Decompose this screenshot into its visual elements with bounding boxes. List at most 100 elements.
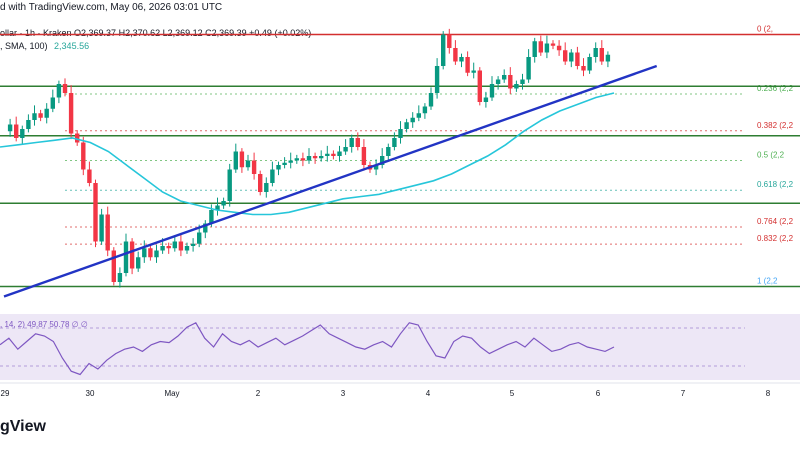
candle-body-59 (361, 147, 367, 165)
candle-body-63 (386, 147, 391, 156)
candle-body-4 (26, 120, 31, 129)
candle-body-89 (544, 43, 550, 53)
candle-body-75 (459, 57, 464, 62)
candle-body-78 (477, 70, 482, 102)
candle-body-34 (209, 210, 214, 224)
fib-level-label-4: 0.618 (2,2 (757, 180, 794, 189)
x-axis-tick-label-1: 30 (86, 389, 95, 398)
candle-body-64 (392, 138, 397, 147)
candle-body-90 (550, 43, 556, 46)
trendline (3, 64, 658, 298)
fib-level-label-5: 0.764 (2,2 (757, 217, 794, 226)
candle-body-37 (227, 169, 232, 201)
candle-body-94 (575, 52, 580, 66)
candle-body-6 (38, 113, 43, 118)
candle-body-2 (14, 124, 19, 138)
candle-body-87 (532, 41, 537, 57)
tradingview-logo: gView (0, 418, 46, 435)
candle-body-67 (410, 117, 415, 123)
candle-body-32 (197, 232, 202, 244)
candle-body-76 (465, 57, 470, 73)
sma-legend: , SMA, 100) 2,345.56 (0, 41, 89, 51)
x-axis-tick-label-8: 7 (681, 389, 686, 398)
candle-body-92 (563, 50, 568, 62)
candle-body-9 (56, 84, 62, 98)
candle-body-13 (81, 142, 86, 170)
candle-body-28 (172, 241, 177, 249)
candle-body-71 (434, 66, 440, 93)
candle-body-55 (337, 151, 342, 156)
candle-body-8 (50, 97, 55, 109)
x-axis-tick-label-4: 3 (341, 389, 346, 398)
candle-body-47 (288, 160, 293, 163)
candle-body-3 (20, 129, 25, 138)
candle-body-19 (117, 273, 123, 282)
candle-body-88 (538, 41, 543, 53)
candle-body-44 (270, 169, 275, 183)
candle-body-49 (300, 158, 306, 161)
candle-body-24 (148, 248, 153, 258)
candle-body-65 (398, 129, 403, 138)
candle-body-15 (93, 183, 98, 242)
candle-body-85 (520, 79, 525, 84)
candle-body-43 (264, 183, 269, 192)
candle-body-68 (416, 113, 421, 118)
candle-body-86 (526, 57, 531, 80)
candle-body-84 (514, 84, 519, 89)
x-axis-tick-label-9: 8 (766, 389, 771, 398)
candle-body-23 (142, 248, 147, 258)
rsi-legend: , 14, 2) 49.87 50.78 ∅ ∅ (0, 320, 88, 329)
candle-body-38 (233, 151, 238, 170)
candle-body-31 (190, 243, 196, 246)
x-axis-tick-label-2: May (164, 389, 179, 398)
fib-level-label-1: 0.236 (2,2 (757, 84, 794, 93)
candle-body-10 (62, 84, 68, 93)
candle-body-17 (105, 214, 110, 251)
x-axis-tick-label-5: 4 (426, 389, 431, 398)
candle-body-20 (123, 241, 129, 273)
candle-body-80 (489, 84, 495, 98)
candle-body-1 (7, 124, 13, 132)
candle-body-52 (319, 156, 324, 159)
candle-body-77 (471, 70, 476, 73)
candle-body-72 (441, 34, 446, 66)
candle-body-18 (111, 250, 116, 282)
candle-body-74 (453, 48, 458, 62)
candle-body-45 (276, 165, 281, 170)
candle-body-30 (184, 246, 190, 251)
candle-body-7 (44, 108, 49, 118)
candle-body-11 (68, 93, 74, 134)
candle-body-26 (160, 246, 165, 251)
candle-body-22 (136, 257, 141, 269)
x-axis-tick-label-0: 29 (1, 389, 10, 398)
candle-body-97 (593, 48, 598, 57)
header-ohlc: ollar · 1h · Kraken O2,369.37 H2,370.62 … (0, 28, 312, 38)
rsi-line (0, 322, 615, 376)
candle-body-96 (587, 57, 592, 71)
rsi-pane-background (0, 314, 800, 380)
candle-body-33 (203, 223, 208, 233)
candle-body-29 (178, 241, 184, 251)
candle-body-61 (373, 165, 379, 170)
candle-body-91 (556, 45, 562, 51)
candle-body-21 (129, 241, 135, 269)
candle-body-93 (569, 52, 574, 62)
fib-level-label-6: 0.832 (2,2 (757, 234, 794, 243)
x-axis-tick-label-6: 5 (510, 389, 515, 398)
candle-body-50 (306, 156, 312, 161)
candle-body-82 (502, 75, 507, 80)
candle-body-62 (380, 156, 385, 165)
sma-line (0, 92, 615, 216)
sma-legend-label: , SMA, 100) (0, 41, 48, 51)
candle-body-35 (215, 205, 220, 210)
candle-body-57 (349, 138, 354, 147)
candle-body-25 (154, 250, 159, 258)
candle-body-95 (581, 66, 586, 71)
candle-body-66 (404, 122, 409, 129)
fib-level-label-0: 0 (2, (757, 25, 773, 34)
candle-body-12 (75, 133, 80, 143)
candle-body-98 (599, 48, 604, 62)
candle-body-53 (325, 153, 330, 156)
candle-body-81 (495, 79, 501, 84)
